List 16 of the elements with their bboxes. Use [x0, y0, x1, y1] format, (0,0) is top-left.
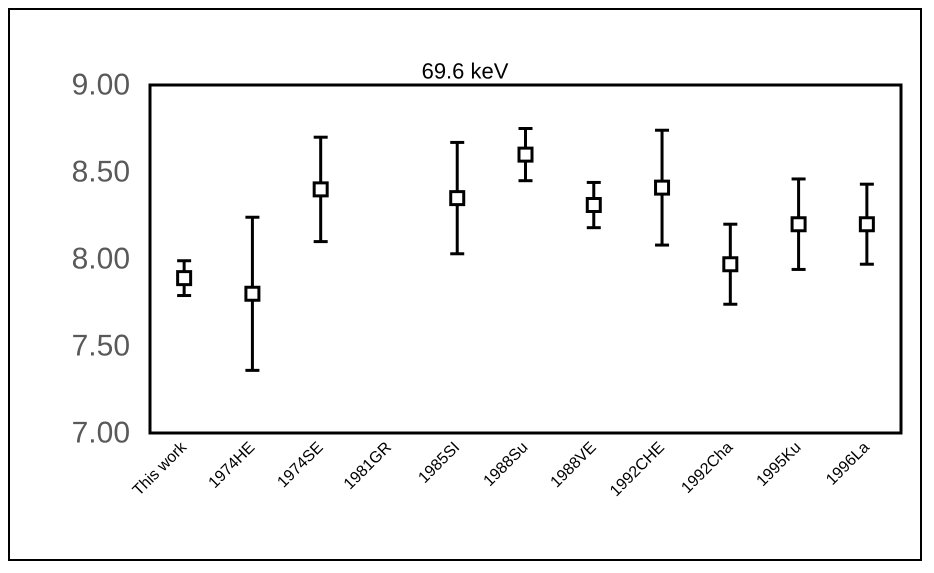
- y-tick-label: 8.00: [72, 242, 130, 276]
- point: [244, 286, 260, 302]
- point: [858, 216, 875, 232]
- y-tick-label: 9.00: [72, 68, 130, 102]
- point: [449, 190, 466, 206]
- chart-title: 69.6 keV: [422, 58, 509, 84]
- point: [312, 181, 329, 198]
- point: [586, 197, 602, 214]
- point: [176, 270, 192, 286]
- point: [722, 256, 738, 272]
- point: [654, 180, 670, 196]
- y-tick-label: 8.50: [72, 156, 130, 188]
- y-tick-label: 7.50: [72, 330, 130, 362]
- point: [518, 146, 534, 163]
- point: [790, 216, 807, 232]
- y-tick-label: 7.00: [72, 416, 130, 450]
